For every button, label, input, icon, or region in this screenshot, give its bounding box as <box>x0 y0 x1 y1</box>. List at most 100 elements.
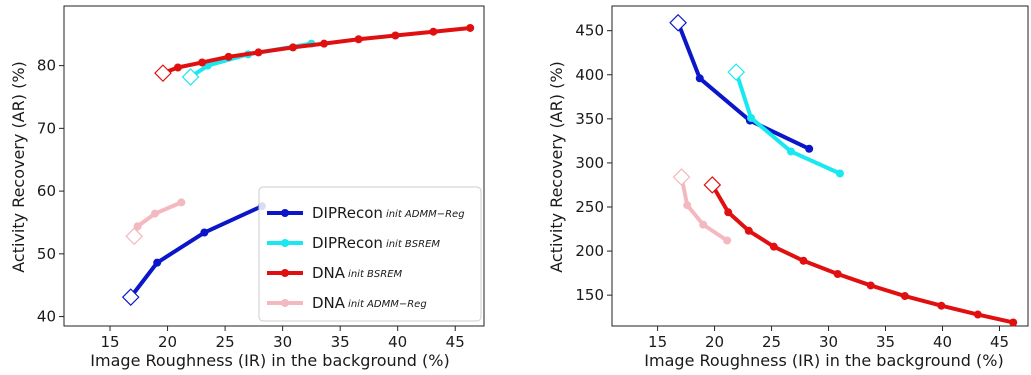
left-plot-frame <box>63 5 485 327</box>
left-x-tick-label: 35 <box>331 333 350 351</box>
left-series-2-point <box>198 58 207 67</box>
right-series-2-point <box>724 208 733 217</box>
right-series-3 <box>672 168 732 245</box>
left-y-tick-label: 60 <box>37 182 56 200</box>
left-series-2-point <box>224 52 233 61</box>
right-series-1-point <box>786 147 795 156</box>
right-chart: Image Roughness (IR) in the background (… <box>547 5 1029 370</box>
right-series-2-point <box>973 310 982 319</box>
left-series-2-point <box>254 48 263 57</box>
left-series-0-diamond-point <box>121 288 140 306</box>
left-series-0 <box>121 202 266 306</box>
right-y-tick-label: 400 <box>575 66 604 84</box>
right-series-1-point <box>835 169 844 178</box>
right-series-3-point <box>699 220 708 229</box>
left-series-2-point <box>173 63 182 72</box>
legend-label-2: DNA <box>312 264 346 282</box>
left-x-tick-label: 40 <box>388 333 407 351</box>
right-series-1-point <box>747 113 756 122</box>
left-x-axis-title: Image Roughness (IR) in the background (… <box>90 351 449 370</box>
right-series-2-point <box>1009 318 1018 327</box>
right-x-tick-label: 40 <box>933 333 952 351</box>
right-x-tick-label: 15 <box>648 333 667 351</box>
right-series-2-line <box>710 182 1016 325</box>
right-series-1-line <box>734 70 842 176</box>
right-y-tick-label: 200 <box>575 242 604 260</box>
right-series-2-diamond-point <box>703 176 722 194</box>
right-y-tick-label: 250 <box>575 198 604 216</box>
right-series-0-line <box>676 20 812 151</box>
right-series-2-point <box>866 281 875 290</box>
right-series-2-point <box>937 301 946 310</box>
left-series-3-point <box>150 209 159 218</box>
left-x-tick-label: 25 <box>216 333 235 351</box>
left-y-tick-label: 40 <box>37 308 56 326</box>
legend-sublabel-0: init ADMM−Reg <box>386 209 465 220</box>
right-series-3-diamond-point <box>672 168 691 186</box>
left-series-2-point <box>429 27 438 36</box>
legend-sublabel-3: init ADMM−Reg <box>348 299 427 310</box>
left-series-0-point <box>153 258 162 267</box>
right-series-1-diamond-point <box>727 63 746 81</box>
right-series-2 <box>703 176 1018 327</box>
right-y-tick-label: 150 <box>575 286 604 304</box>
legend-label-0: DIPRecon <box>312 204 383 222</box>
right-series-0 <box>669 13 814 153</box>
right-series-2-point <box>744 226 753 235</box>
left-series-3-point <box>177 198 186 207</box>
left-series-2 <box>154 23 475 82</box>
left-series-1-diamond-point <box>181 68 200 86</box>
left-series-0-point <box>200 228 209 237</box>
left-y-tick-label: 80 <box>37 57 56 75</box>
right-y-axis-title: Activity Recovery (AR) (%) <box>547 61 566 273</box>
left-y-tick-label: 70 <box>37 119 56 137</box>
left-series-2-point <box>320 39 329 48</box>
right-series-2-point <box>799 256 808 265</box>
right-x-tick-label: 30 <box>819 333 838 351</box>
right-y-tick-label: 450 <box>575 22 604 40</box>
right-y-tick-label: 350 <box>575 110 604 128</box>
legend-label-1: DIPRecon <box>312 234 383 252</box>
left-x-tick-label: 45 <box>446 333 465 351</box>
right-plot-frame <box>611 5 1029 327</box>
legend-label-3: DNA <box>312 294 346 312</box>
right-y-tick-label: 300 <box>575 154 604 172</box>
left-chart: Image Roughness (IR) in the background (… <box>9 5 485 370</box>
right-x-tick-label: 25 <box>762 333 781 351</box>
right-series-0-point <box>695 74 704 83</box>
right-series-2-point <box>833 269 842 278</box>
left-series-3-diamond-point <box>125 227 144 246</box>
right-series-0-diamond-point <box>669 13 687 32</box>
left-x-tick-label: 15 <box>100 333 119 351</box>
left-series-2-point <box>288 43 297 52</box>
left-series-2-diamond-point <box>154 64 172 82</box>
left-x-tick-label: 30 <box>273 333 292 351</box>
legend-swatch-dot-1 <box>281 239 289 247</box>
right-series-3-point <box>683 201 692 210</box>
legend-sublabel-1: init BSREM <box>386 239 440 250</box>
right-x-tick-label: 45 <box>990 333 1009 351</box>
legend-swatch-dot-3 <box>281 299 289 307</box>
left-y-axis-title: Activity Recovery (AR) (%) <box>9 61 28 273</box>
legend-box <box>258 186 482 322</box>
right-x-axis-title: Image Roughness (IR) in the background (… <box>644 351 1003 370</box>
right-series-1 <box>727 63 844 178</box>
legend-sublabel-2: init BSREM <box>348 269 402 280</box>
right-x-tick-label: 20 <box>705 333 724 351</box>
left-series-3 <box>125 198 186 246</box>
right-series-0-point <box>805 144 814 153</box>
left-series-2-point <box>354 35 363 44</box>
right-series-2-point <box>900 292 909 301</box>
right-x-tick-label: 35 <box>876 333 895 351</box>
left-series-2-point <box>391 31 400 40</box>
left-series-3-point <box>133 222 142 231</box>
right-series-2-point <box>769 242 778 251</box>
left-series-2-point <box>466 23 475 32</box>
right-series-3-line <box>679 175 730 243</box>
left-series-3-line <box>132 200 184 239</box>
left-y-tick-label: 50 <box>37 245 56 263</box>
legend-swatch-dot-0 <box>281 209 289 217</box>
left-x-tick-label: 20 <box>158 333 177 351</box>
